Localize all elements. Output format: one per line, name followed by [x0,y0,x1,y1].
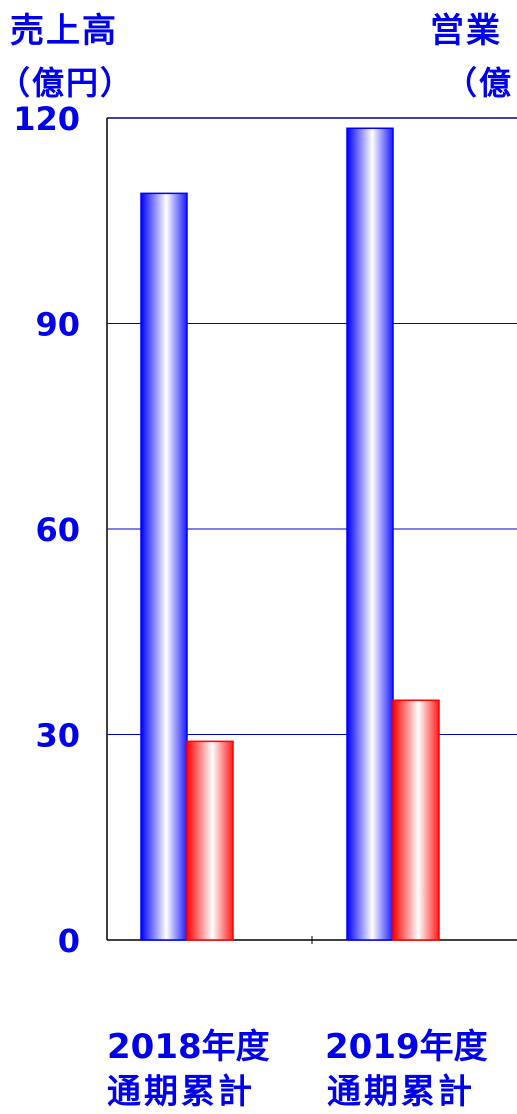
y-tick-label-30: 30 [35,717,80,755]
category-label-1-line1: 2018年度 [107,1027,270,1067]
right-axis-title-line1: 営業 [430,11,502,51]
bar-series2-category1 [186,740,234,941]
right-axis-title-line2: （億 [445,64,513,102]
bar-series1-category1 [140,192,188,941]
bar-series2-category2 [392,699,440,941]
category-label-2-line1: 2019年度 [325,1027,488,1067]
left-axis-title-line2: （億円） [0,64,134,102]
y-tick-label-90: 90 [35,306,80,344]
y-tick-label-0: 0 [58,922,80,960]
category-label-2-line2: 通期累計 [327,1072,475,1112]
category-label-1-line2: 通期累計 [107,1072,255,1112]
bar-series1-category2 [346,127,394,941]
y-tick-label-60: 60 [35,511,80,549]
left-axis-title-line1: 売上高 [10,11,118,51]
y-tick-label-120: 120 [13,100,80,138]
